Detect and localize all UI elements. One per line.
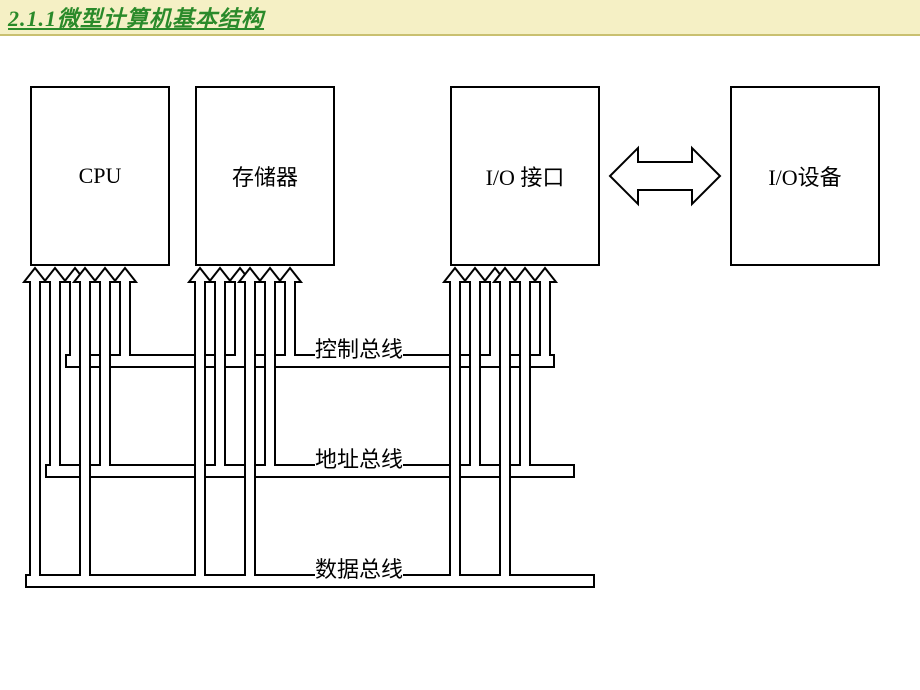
- data_bus-label: 数据总线: [315, 552, 403, 584]
- box-io_device: I/O设备: [730, 86, 880, 266]
- diagram-area: CPU存储器 I/O 接口 I/O设备控制总线地址总线数据总线: [0, 36, 920, 690]
- box-memory: 存储器: [195, 86, 335, 266]
- control_bus-label: 控制总线: [315, 332, 403, 364]
- control_bus-shape: [64, 268, 556, 367]
- box-io_interface: I/O 接口: [450, 86, 600, 266]
- data_bus-shape: [24, 268, 594, 587]
- double-arrow-icon: [610, 148, 720, 204]
- header-bar: 2.1.1微型计算机基本结构: [0, 0, 920, 36]
- page-title: 2.1.1微型计算机基本结构: [8, 1, 264, 33]
- address_bus-shape: [44, 268, 574, 477]
- address_bus-label: 地址总线: [315, 442, 403, 474]
- box-cpu: CPU: [30, 86, 170, 266]
